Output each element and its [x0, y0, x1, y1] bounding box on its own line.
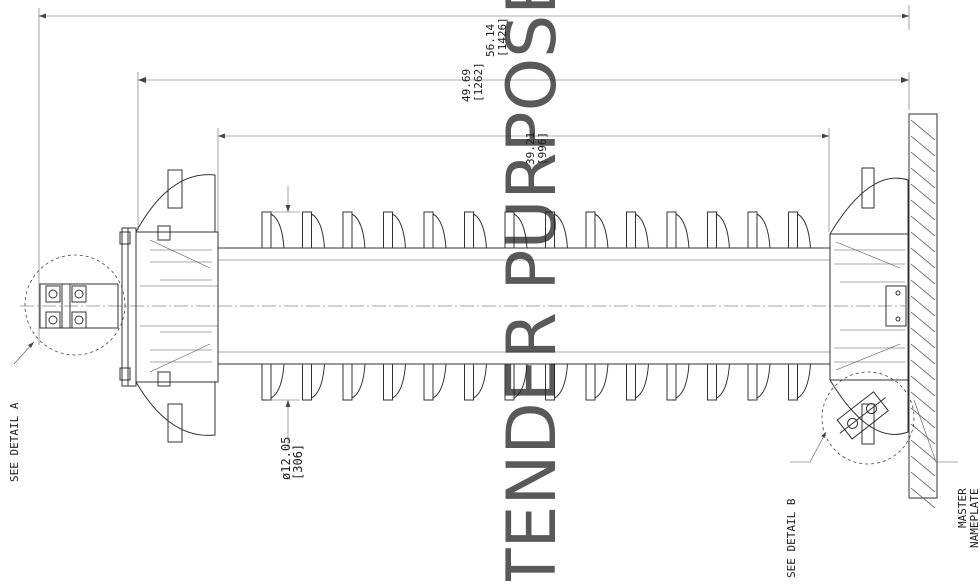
shed	[707, 211, 730, 401]
dimension-overall	[38, 5, 910, 345]
see-detail-b-label: SEE DETAIL B	[785, 498, 798, 578]
dimension-labels: 56.14 [1426] 49.69 [1262] 39.21 [996] ø1…	[279, 17, 549, 480]
shed	[423, 211, 447, 401]
shed	[383, 211, 406, 401]
master-nameplate-line2: NAMEPLATE	[968, 488, 980, 548]
left-end-fitting	[119, 169, 219, 443]
diameter-alt: [306]	[291, 444, 305, 480]
see-detail-a-label: SEE DETAIL A	[8, 402, 21, 482]
detail-a-circle	[13, 254, 126, 365]
housing-length-value: 39.21	[524, 132, 537, 165]
shed	[342, 211, 366, 401]
right-end-fitting	[829, 167, 909, 445]
diameter-value: ø12.05	[279, 437, 293, 480]
shed	[585, 211, 609, 401]
dimension-housing	[217, 128, 830, 232]
shed	[666, 211, 690, 401]
housing-length-alt: [996]	[536, 132, 549, 165]
shed	[261, 211, 285, 401]
master-nameplate-line1: MASTER	[956, 488, 969, 528]
overall-length-alt: [1426]	[496, 17, 509, 57]
shed	[747, 211, 771, 401]
dimension-span	[137, 72, 910, 230]
weather-sheds	[261, 211, 811, 401]
span-length-value: 49.69	[460, 69, 473, 102]
callout-labels: SEE DETAIL A SEE DETAIL B MASTER NAMEPLA…	[8, 402, 980, 578]
mounting-wall	[908, 113, 938, 509]
overall-length-value: 56.14	[484, 24, 497, 57]
watermark-text: TENDER PURPOSE	[493, 0, 572, 581]
span-length-alt: [1262]	[472, 62, 485, 102]
shed	[626, 211, 649, 401]
shed	[788, 211, 811, 401]
shed	[302, 211, 325, 401]
dimension-diameter	[262, 186, 300, 448]
tender-purpose-watermark: TENDER PURPOSE	[493, 0, 572, 585]
shed	[464, 211, 487, 401]
shed	[504, 211, 528, 401]
detail-b-circle	[790, 371, 958, 465]
shed	[545, 211, 568, 401]
